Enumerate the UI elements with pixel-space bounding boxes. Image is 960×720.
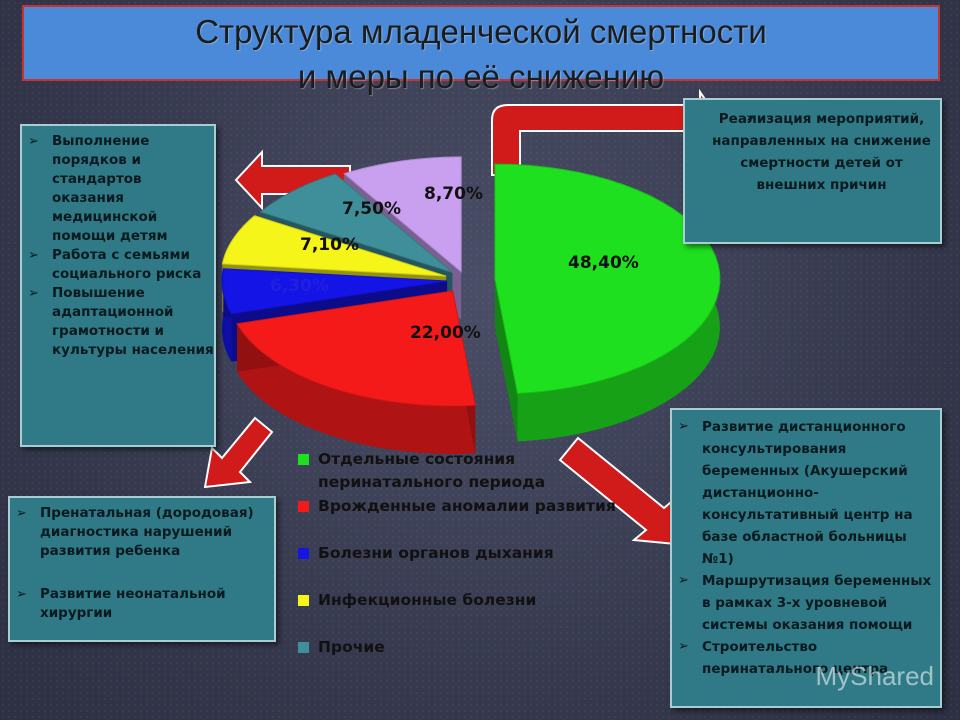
legend-swatch bbox=[298, 642, 309, 653]
legend-label: Инфекционные болезни bbox=[318, 591, 537, 609]
checkmark-arrow-icon: ➢ bbox=[28, 248, 39, 263]
legend-label: Врожденные аномалии развития bbox=[318, 497, 616, 515]
list-item: ➢ Реализация мероприятий, направленных на… bbox=[685, 108, 940, 196]
list-item: ➢ Выполнение порядков и стандартов оказан… bbox=[28, 133, 168, 244]
pie-slice-face bbox=[494, 279, 518, 442]
pie-slice-0 bbox=[494, 163, 721, 442]
list-item: ➢ Строительство перинатального центра bbox=[672, 636, 940, 680]
pie-slice-top bbox=[236, 290, 476, 407]
list-item: ➢ Повышение адаптационной грамотности и к… bbox=[28, 285, 214, 358]
list-item: ➢ Работа с семьями социального риска bbox=[28, 247, 202, 282]
right-bottom-measures-box: ➢ Развитие дистанционного консультировани… bbox=[670, 408, 942, 708]
pie-slice-top bbox=[494, 163, 721, 395]
pie-slice-top bbox=[343, 156, 462, 273]
pie-slice-top bbox=[221, 215, 447, 277]
list-item: ➢ Пренатальная (дородовая) диагностика на… bbox=[16, 505, 254, 559]
legend-swatch bbox=[298, 454, 309, 465]
legend-swatch bbox=[298, 501, 309, 512]
list-item: ➢ Маршрутизация беременных в рамках 3-х у… bbox=[672, 570, 940, 636]
checkmark-arrow-icon: ➢ bbox=[678, 573, 689, 588]
legend-label: Отдельные состояния перинатального перио… bbox=[318, 450, 546, 491]
list-item: ➢ Развитие неонатальной хирургии bbox=[16, 586, 226, 621]
title-line-2: и меры по её снижению bbox=[297, 58, 665, 95]
list-item: ➢ Развитие дистанционного консультировани… bbox=[672, 416, 940, 570]
left-measures-box: ➢ Выполнение порядков и стандартов оказан… bbox=[20, 124, 216, 447]
pie-data-label: 48,40% bbox=[568, 253, 639, 273]
legend-swatch bbox=[298, 595, 309, 606]
pie-slice-wall bbox=[237, 323, 476, 454]
pie-slice-top bbox=[259, 173, 453, 273]
watermark: MyShared bbox=[815, 661, 935, 691]
left-bottom-measures-box: ➢ Пренатальная (дородовая) диагностика на… bbox=[8, 496, 276, 642]
right-top-measures-box: ➢ Реализация мероприятий, направленных на… bbox=[683, 98, 942, 244]
pie-data-label: 6,30% bbox=[270, 276, 329, 296]
pie-data-label: 7,50% bbox=[342, 199, 401, 219]
pie-slice-1 bbox=[236, 290, 476, 454]
pie-slice-top bbox=[221, 268, 448, 315]
checkmark-arrow-icon: ➢ bbox=[16, 587, 27, 602]
pie-data-label: 8,70% bbox=[424, 184, 483, 204]
arrow-down-left-icon bbox=[203, 416, 274, 489]
title-banner: Структура младенческой смертности и меры… bbox=[22, 5, 940, 95]
checkmark-arrow-icon: ➢ bbox=[745, 111, 756, 126]
pie-data-label: 22,00% bbox=[410, 323, 481, 343]
checkmark-arrow-icon: ➢ bbox=[16, 506, 27, 521]
checkmark-arrow-icon: ➢ bbox=[28, 286, 39, 301]
title-line-1: Структура младенческой смертности bbox=[195, 13, 767, 50]
checkmark-arrow-icon: ➢ bbox=[678, 419, 689, 434]
legend-swatch bbox=[298, 548, 309, 559]
legend-label: Прочие bbox=[318, 638, 385, 656]
checkmark-arrow-icon: ➢ bbox=[678, 639, 689, 654]
checkmark-arrow-icon: ➢ bbox=[28, 134, 39, 149]
pie-data-label: 7,10% bbox=[300, 235, 359, 255]
legend-label: Болезни органов дыхания bbox=[318, 544, 554, 562]
